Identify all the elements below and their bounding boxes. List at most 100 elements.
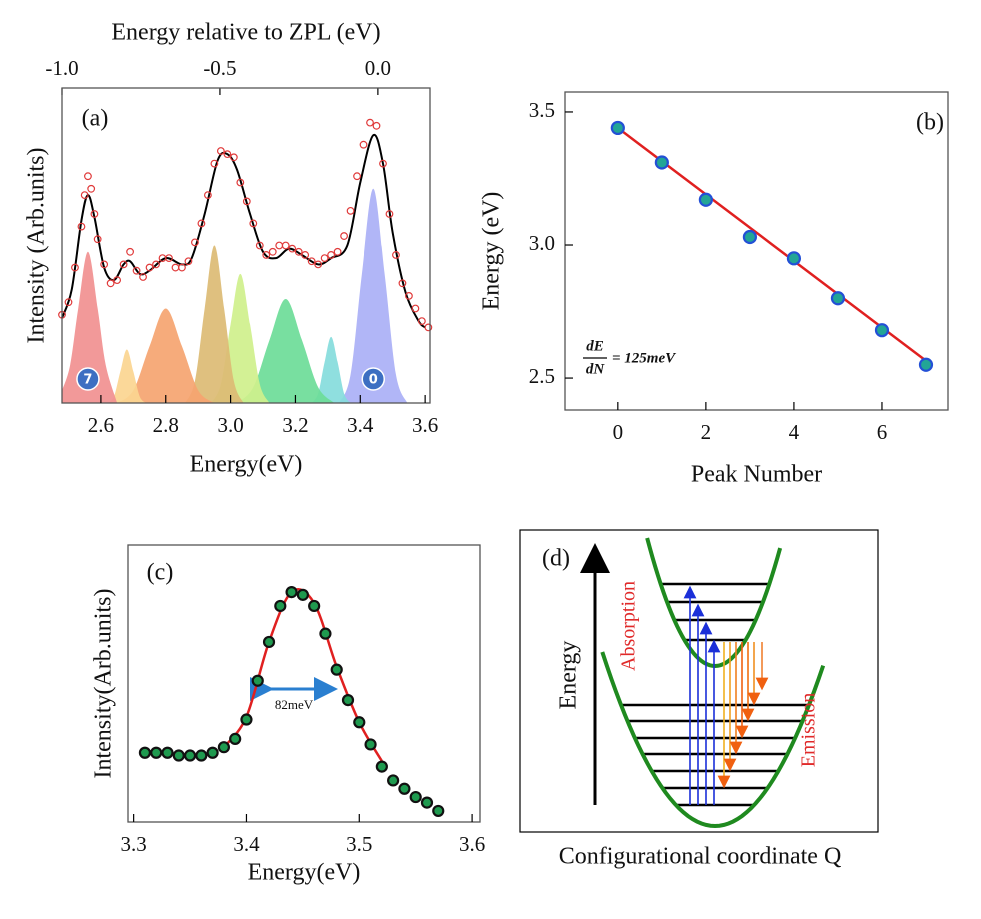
y-axis-label: Intensity (Arb.units): [24, 148, 50, 344]
x-axis-label: Energy(eV): [190, 452, 303, 478]
component-peak: [62, 251, 118, 403]
data-point: [366, 118, 374, 127]
x-tick-label: 3.0: [217, 413, 243, 437]
data-point: [308, 599, 321, 613]
plot-frame: [564, 91, 949, 411]
data-point: [223, 150, 232, 159]
x-tick-label: 4: [789, 420, 800, 444]
data-point: [330, 663, 343, 676]
data-point: [197, 219, 206, 228]
fraction-denominator: dN: [586, 361, 606, 377]
data-point: [411, 304, 420, 313]
data-point: [319, 627, 332, 640]
data-point: [314, 260, 323, 269]
data-point: [387, 774, 400, 787]
x-tick-label: 2.8: [153, 413, 179, 437]
data-point: [183, 749, 197, 762]
data-point: [126, 247, 134, 256]
ground-state-curve: [600, 651, 826, 829]
data-point: [698, 192, 713, 207]
data-point: [171, 263, 180, 272]
data-point: [145, 263, 154, 272]
data-point: [191, 238, 199, 247]
data-point: [320, 254, 329, 263]
peak-badge: [76, 367, 100, 391]
data-point: [229, 153, 238, 162]
data-point: [327, 251, 336, 259]
data-point: [398, 279, 407, 288]
y-tick-label: 3.0: [529, 231, 555, 255]
emission-label: Emission: [798, 693, 820, 767]
fit-curve: [61, 133, 426, 329]
data-point: [229, 732, 242, 746]
component-peak: [117, 308, 215, 403]
diagram-frame: [519, 529, 879, 833]
y-axis-label: Energy (eV): [479, 192, 505, 311]
diagram-panel-label: (d): [542, 546, 570, 572]
diagram-x-label: Configurational coordinate Q: [559, 844, 842, 870]
data-point: [172, 749, 185, 762]
data-point: [251, 674, 264, 687]
top-tick-label: 0.0: [365, 56, 391, 80]
panel-label: (a): [82, 106, 109, 132]
top-tick-label: -1.0: [45, 56, 78, 80]
annotation-text: = 125meV: [612, 350, 677, 366]
plot-frame: [127, 544, 481, 823]
x-tick-label: 3.6: [412, 413, 438, 437]
data-point: [268, 247, 277, 256]
data-point: [152, 260, 160, 269]
data-point: [113, 276, 122, 285]
data-point: [786, 251, 802, 266]
data-point: [106, 279, 115, 288]
data-point: [236, 178, 245, 187]
data-point: [307, 257, 316, 266]
data-point: [206, 746, 219, 759]
data-point: [132, 266, 141, 275]
peak-badge-label: 0: [369, 373, 378, 388]
data-point: [346, 206, 355, 215]
data-point: [161, 746, 174, 759]
data-point: [195, 749, 208, 762]
x-tick-label: 2.6: [88, 413, 114, 437]
x-tick-label: 3.6: [459, 832, 485, 856]
data-point: [420, 796, 434, 809]
fit-line: [617, 126, 927, 362]
data-point: [405, 292, 413, 300]
data-point: [830, 291, 846, 306]
data-point: [333, 247, 342, 256]
data-point: [64, 298, 73, 307]
component-peak: [237, 299, 335, 403]
y-tick-label: 3.5: [529, 98, 555, 122]
component-peak: [311, 336, 351, 403]
top-tick-label: -0.5: [203, 56, 236, 80]
data-point: [274, 599, 287, 613]
data-point: [398, 782, 411, 795]
panel-label: (c): [147, 560, 174, 586]
fit-line: [222, 588, 383, 762]
data-point: [240, 713, 253, 726]
x-tick-label: 6: [877, 420, 888, 444]
data-point: [281, 241, 290, 250]
data-point: [119, 260, 128, 269]
panel-label: (b): [916, 110, 944, 136]
data-point: [165, 254, 173, 263]
data-point: [100, 260, 109, 269]
x-axis-label: Energy(eV): [248, 860, 361, 886]
data-point: [353, 172, 361, 181]
data-point: [71, 263, 79, 272]
data-point: [424, 323, 433, 332]
data-point: [288, 244, 297, 253]
data-point: [90, 210, 99, 218]
data-point: [216, 147, 225, 155]
x-tick-label: 3.2: [282, 413, 308, 437]
data-point: [138, 746, 152, 759]
data-point: [296, 588, 309, 601]
data-point: [249, 219, 258, 228]
data-point: [255, 241, 264, 250]
data-point: [262, 635, 276, 649]
data-point: [184, 257, 193, 266]
x-tick-label: 3.4: [233, 832, 260, 856]
diagram-y-label: Energy: [556, 641, 582, 710]
x-tick-label: 2: [701, 420, 712, 444]
